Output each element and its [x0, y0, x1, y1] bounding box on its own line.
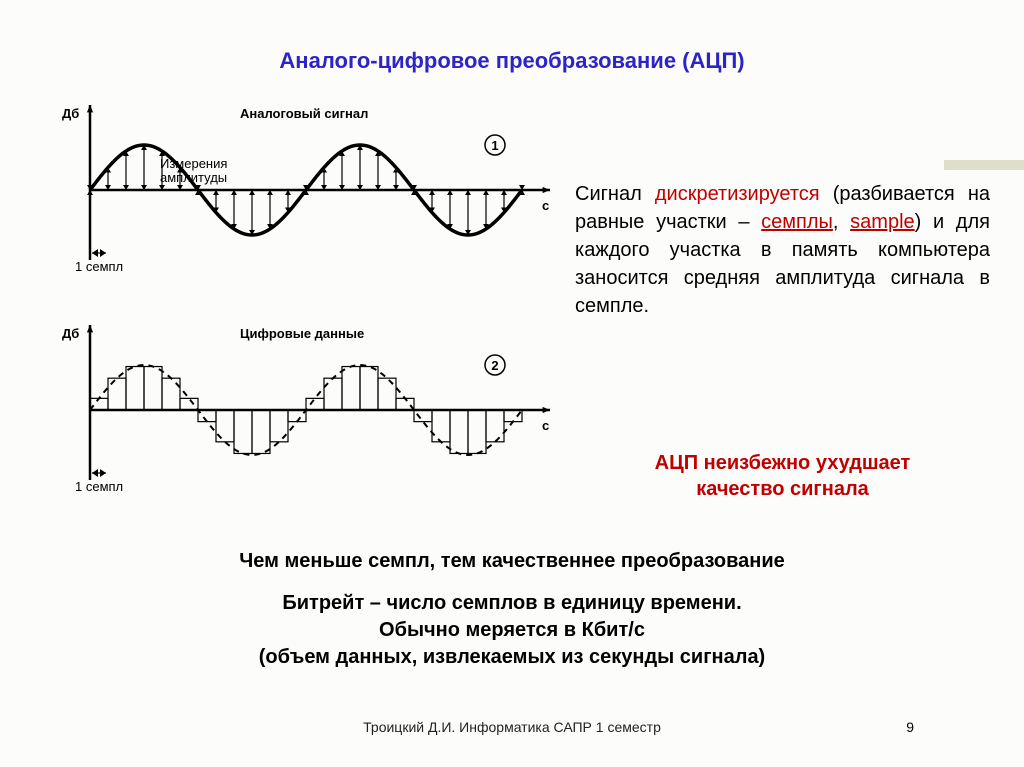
page-title: Аналого-цифровое преобразование (АЦП) — [0, 48, 1024, 74]
red-summary-line: АЦП неизбежно ухудшает — [575, 450, 990, 476]
diagram: Дб с Аналоговый сигнал 1 Измеренияамплитуды 1… — [40, 90, 560, 530]
svg-text:Дб: Дб — [62, 106, 79, 121]
svg-text:2: 2 — [491, 358, 498, 373]
svg-text:с: с — [542, 418, 549, 433]
svg-text:Цифровые данные: Цифровые данные — [240, 326, 364, 341]
footer-author: Троицкий Д.И. Информатика САПР 1 семестр — [0, 719, 1024, 735]
bitrate-line: Обычно меряется в Кбит/с — [0, 617, 1024, 644]
red-summary: АЦП неизбежно ухудшает качество сигнала — [575, 450, 990, 502]
svg-text:с: с — [542, 198, 549, 213]
decorative-strip — [944, 160, 1024, 170]
page-number: 9 — [906, 719, 914, 735]
description-paragraph: Сигнал дискретизируется (разбивается на … — [575, 180, 990, 320]
red-summary-line: качество сигнала — [575, 476, 990, 502]
note-smaller-sample: Чем меньше семпл, тем качественнее преоб… — [0, 548, 1024, 575]
highlight-sample-en: sample — [850, 211, 914, 233]
txt: , — [833, 211, 850, 233]
svg-text:1 семпл: 1 семпл — [75, 259, 123, 274]
note-bitrate: Битрейт – число семплов в единицу времен… — [0, 590, 1024, 671]
svg-text:Аналоговый сигнал: Аналоговый сигнал — [240, 106, 368, 121]
highlight-samples-ru: семплы — [761, 211, 833, 233]
svg-text:1 семпл: 1 семпл — [75, 479, 123, 494]
bitrate-line: (объем данных, извлекаемых из секунды си… — [0, 644, 1024, 671]
svg-text:1: 1 — [491, 138, 498, 153]
highlight-discretized: дискретизируется — [655, 183, 820, 205]
txt: Сигнал — [575, 183, 655, 205]
svg-text:Дб: Дб — [62, 326, 79, 341]
bitrate-line: Битрейт – число семплов в единицу времен… — [0, 590, 1024, 617]
svg-text:амплитуды: амплитуды — [160, 170, 227, 185]
svg-text:Измерения: Измерения — [160, 156, 227, 171]
